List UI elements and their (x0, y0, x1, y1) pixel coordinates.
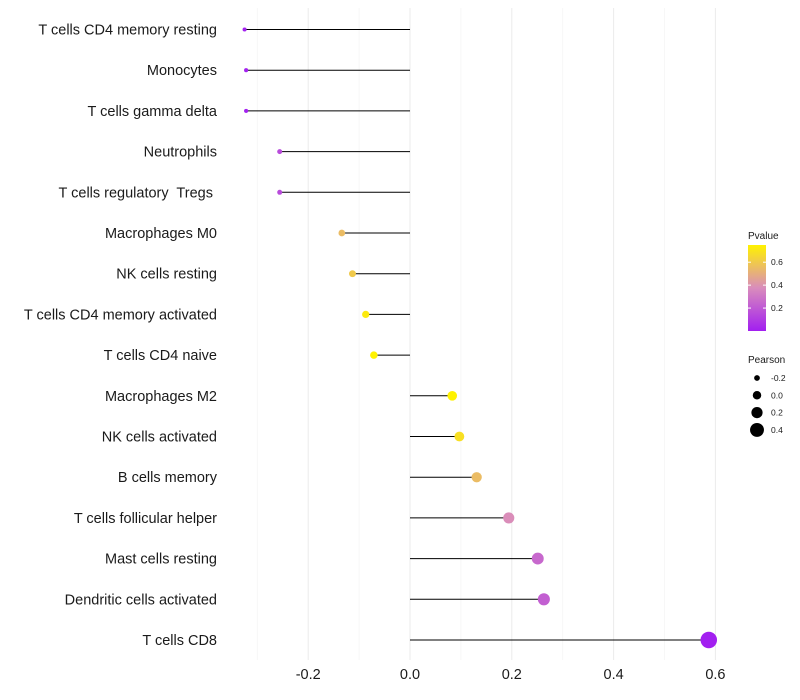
category-labels: T cells CD4 memory resting Monocytes T cel… (24, 23, 218, 650)
pvalue-tick-label: 0.4 (771, 280, 783, 290)
category-label: Macrophages M2 (105, 389, 217, 405)
category-label: Dendritic cells activated (65, 592, 217, 608)
x-tick-label: 0.2 (502, 667, 522, 683)
lollipop-point (531, 552, 544, 565)
category-label: T cells gamma delta (88, 104, 218, 120)
grid-layer (256, 8, 716, 660)
lollipop-point (362, 310, 370, 319)
lollipop-point (503, 512, 515, 524)
lollipop-point (244, 108, 249, 113)
category-label: T cells CD4 naive (104, 348, 217, 364)
category-label: NK cells resting (116, 267, 217, 283)
lollipop-point (700, 631, 718, 649)
lollipop-point (370, 351, 378, 359)
category-label: T cells CD4 memory activated (24, 307, 217, 323)
pearson-size-key (750, 422, 764, 437)
pearson-size-key (751, 407, 763, 419)
category-label: T cells CD4 memory resting (38, 23, 217, 39)
pearson-size-key (752, 391, 762, 400)
lollipop-point (454, 431, 465, 442)
lollipop-point (277, 189, 283, 195)
pvalue-tick-label: 0.6 (771, 257, 783, 267)
category-label: T cells follicular helper (74, 511, 217, 527)
category-label: B cells memory (118, 470, 218, 486)
category-label: T cells CD8 (142, 633, 217, 649)
lollipop-point (338, 229, 346, 237)
category-label: Macrophages M0 (105, 226, 217, 242)
pearson-size-label: 0.2 (771, 408, 783, 418)
pvalue-tick-label: 0.2 (771, 303, 783, 313)
category-label: Neutrophils (144, 145, 217, 161)
lollipop-point (349, 270, 356, 278)
lollipop-point (537, 593, 550, 606)
pearson-size-key (754, 375, 760, 381)
lollipop-point (242, 27, 247, 32)
pvalue-legend-title: Pvalue (748, 231, 779, 242)
stem-layer (244, 29, 709, 641)
pearson-size-label: 0.0 (771, 390, 783, 400)
x-tick-label: 0.0 (400, 667, 420, 683)
category-label: T cells regulatory Tregs (59, 185, 218, 201)
pearson-legend: Pearson -0.2 0.0 0.2 0.4 (748, 355, 786, 437)
x-tick-label: 0.6 (705, 667, 725, 683)
pvalue-colorbar (748, 245, 766, 331)
pearson-size-label: 0.4 (771, 425, 783, 435)
x-tick-label: 0.4 (604, 667, 624, 683)
category-label: Monocytes (147, 63, 217, 79)
lollipop-point (471, 472, 482, 483)
pearson-legend-title: Pearson (748, 355, 785, 366)
point-layer (242, 27, 718, 649)
category-label: Mast cells resting (105, 552, 217, 568)
lollipop-point (244, 68, 249, 73)
pearson-size-label: -0.2 (771, 373, 786, 383)
pvalue-legend: Pvalue 0.6 0.4 0.2 (748, 231, 783, 331)
lollipop-point (447, 390, 458, 401)
x-axis-ticks: -0.2 0.0 0.2 0.4 0.6 (296, 667, 726, 683)
lollipop-point (277, 149, 283, 155)
category-label: NK cells activated (102, 430, 217, 446)
x-tick-label: -0.2 (296, 667, 321, 683)
